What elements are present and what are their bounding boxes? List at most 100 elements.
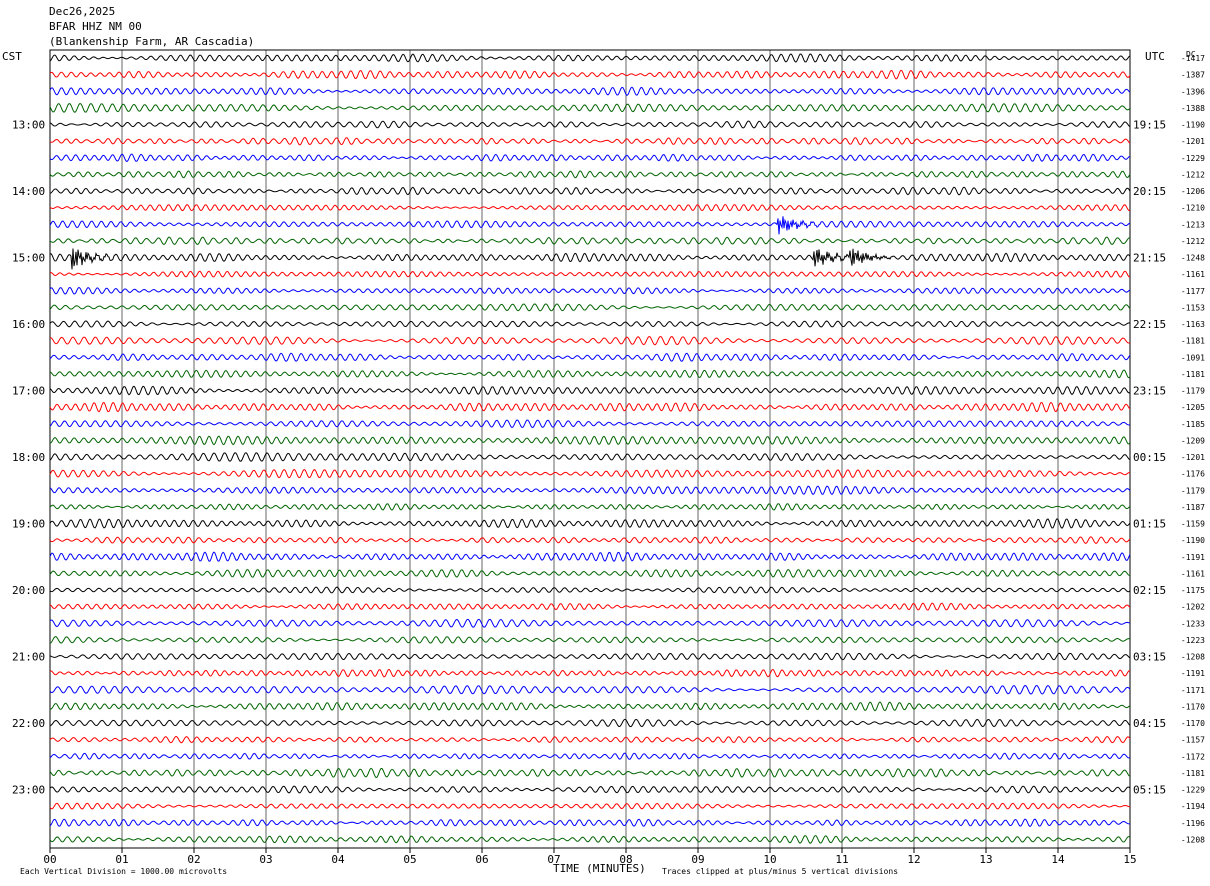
seismic-trace (49, 303, 1131, 312)
seismic-trace (49, 536, 1131, 545)
right-hour-label: 22:15 (1133, 318, 1166, 331)
right-hour-label: 20:15 (1133, 185, 1166, 198)
dc-offset-label: -1163 (1181, 320, 1205, 329)
dc-offset-label: -1233 (1181, 619, 1205, 628)
seismic-trace (49, 336, 1131, 346)
left-hour-label: 13:00 (12, 119, 45, 132)
seismic-trace (49, 618, 1131, 628)
dc-offset-label: -1196 (1181, 819, 1205, 828)
right-hour-label: 02:15 (1133, 584, 1166, 597)
right-hour-label: 00:15 (1133, 451, 1166, 464)
seismic-trace (49, 652, 1131, 661)
scale-note: Each Vertical Division = 1000.00 microvo… (20, 867, 228, 876)
left-hour-label: 15:00 (12, 252, 45, 265)
dc-offset-label: -1185 (1181, 420, 1205, 429)
seismic-trace (49, 419, 1131, 429)
seismic-trace (49, 153, 1131, 163)
right-hour-label: 23:15 (1133, 385, 1166, 398)
left-hour-label: 14:00 (12, 185, 45, 198)
left-hour-label: 16:00 (12, 318, 45, 331)
seismic-trace (49, 701, 1131, 712)
seismic-trace (49, 86, 1131, 96)
dc-offset-label: -1205 (1181, 403, 1205, 412)
dc-offset-label: -1201 (1181, 137, 1205, 146)
seismic-trace (49, 551, 1131, 563)
seismic-trace (49, 735, 1131, 744)
seismic-trace (49, 203, 1131, 212)
x-tick-label: 08 (619, 853, 632, 866)
dc-offset-label: -1417 (1181, 54, 1205, 63)
x-tick-label: 10 (763, 853, 776, 866)
x-axis-label: TIME (MINUTES) (553, 862, 646, 875)
x-tick-label: 14 (1051, 853, 1065, 866)
seismic-trace (49, 835, 1131, 844)
dc-offset-label: -1191 (1181, 553, 1205, 562)
seismic-trace (49, 452, 1131, 462)
dc-offset-label: -1212 (1181, 170, 1205, 179)
dc-offset-label: -1388 (1181, 104, 1205, 113)
seismic-trace (49, 170, 1131, 179)
seismic-trace (49, 286, 1131, 295)
dc-offset-label: -1179 (1181, 486, 1205, 495)
dc-offset-label: -1190 (1181, 536, 1205, 545)
dc-offset-label: -1159 (1181, 520, 1205, 529)
x-tick-label: 06 (475, 853, 488, 866)
left-timezone-label: CST (2, 50, 22, 63)
seismic-trace (49, 718, 1131, 728)
seismic-trace (49, 186, 1131, 196)
seismic-trace (49, 369, 1131, 379)
dc-offset-label: -1177 (1181, 287, 1205, 296)
seismic-trace (49, 236, 1131, 246)
right-hour-label: 05:15 (1133, 784, 1166, 797)
seismic-trace (49, 468, 1131, 479)
seismic-trace (49, 385, 1131, 396)
dc-offset-label: -1161 (1181, 569, 1205, 578)
right-hour-label: 19:15 (1133, 119, 1166, 132)
dc-offset-label: -1387 (1181, 71, 1205, 80)
dc-offset-label: -1091 (1181, 353, 1205, 362)
dc-offset-label: -1191 (1181, 669, 1205, 678)
plot-frame (49, 49, 1131, 849)
dc-offset-label: -1181 (1181, 370, 1205, 379)
dc-offset-label: -1179 (1181, 387, 1205, 396)
seismic-trace (49, 569, 1131, 578)
seismic-trace (49, 320, 1131, 328)
seismic-trace (49, 69, 1131, 80)
left-hour-label: 17:00 (12, 385, 45, 398)
dc-offset-label: -1176 (1181, 470, 1205, 479)
dc-offset-label: -1212 (1181, 237, 1205, 246)
left-hour-label: 20:00 (12, 584, 45, 597)
dc-offset-label: -1170 (1181, 702, 1205, 711)
x-tick-label: 09 (691, 853, 704, 866)
seismic-trace (49, 485, 1131, 496)
seismic-trace (49, 352, 1131, 362)
seismic-trace (49, 518, 1131, 529)
dc-offset-label: -1153 (1181, 303, 1205, 312)
dc-offset-label: -1187 (1181, 503, 1205, 512)
right-hour-label: 01:15 (1133, 518, 1166, 531)
right-hour-label: 04:15 (1133, 717, 1166, 730)
seismic-trace (49, 752, 1131, 760)
seismic-trace (49, 401, 1131, 413)
seismic-trace (49, 248, 1131, 270)
dc-offset-label: -1181 (1181, 337, 1205, 346)
dc-offset-label: -1396 (1181, 87, 1205, 96)
station-site: (Blankenship Farm, AR Cascadia) (49, 35, 255, 48)
seismic-trace (49, 102, 1131, 113)
seismic-trace (49, 53, 1131, 63)
left-hour-label: 22:00 (12, 717, 45, 730)
dc-offset-label: -1208 (1181, 835, 1205, 844)
seismic-trace (49, 435, 1131, 446)
seismic-trace (49, 503, 1131, 511)
dc-offset-label: -1172 (1181, 752, 1205, 761)
dc-offset-label: -1190 (1181, 121, 1205, 130)
seismic-trace (49, 602, 1131, 611)
dc-offset-label: -1248 (1181, 254, 1205, 263)
left-hour-label: 23:00 (12, 784, 45, 797)
x-tick-label: 07 (547, 853, 560, 866)
plot-date: Dec26,2025 (49, 5, 116, 18)
dc-offset-label: -1194 (1181, 802, 1205, 811)
seismic-trace (49, 120, 1131, 129)
x-tick-label: 04 (331, 853, 345, 866)
seismic-trace (49, 668, 1131, 678)
